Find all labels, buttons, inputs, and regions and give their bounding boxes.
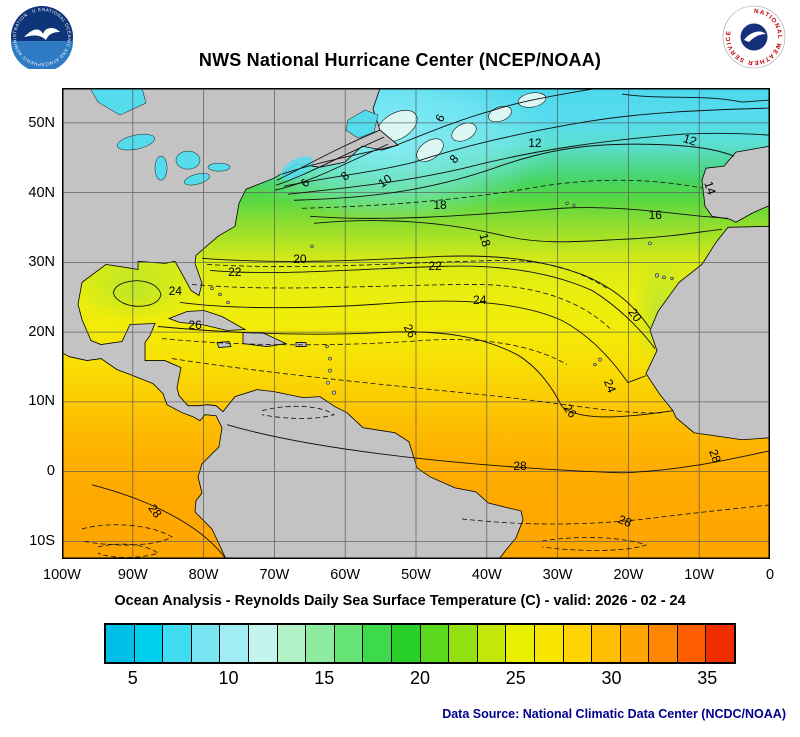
colorbar-segment [391, 625, 421, 662]
x-axis-label: 30W [542, 567, 573, 583]
x-axis-label: 60W [330, 567, 361, 583]
gulf-of-mexico-tint [72, 254, 196, 323]
x-axis-label: 10W [684, 567, 715, 583]
page-title: NWS National Hurricane Center (NCEP/NOAA… [198, 50, 602, 70]
colorbar-wrap: 5 10 15 20 25 30 35 [104, 623, 736, 688]
nws-logo-svg: NATIONAL WEATHER SERVICE [722, 5, 786, 69]
y-axis-label: 20N [28, 323, 55, 340]
noaa-logo-icon: NATIONAL OCEANIC AND ATMOSPHERIC ADMINIS… [10, 5, 74, 72]
colorbar-segment [334, 625, 364, 662]
colorbar-ticks: 5 10 15 20 25 30 35 [104, 664, 736, 690]
small-islands [210, 201, 674, 395]
colorbar-tick-label: 25 [505, 668, 526, 688]
colorbar [104, 623, 736, 664]
lake-michigan [154, 155, 168, 181]
colorbar-segment [220, 625, 249, 662]
colorbar-segment [191, 625, 221, 662]
colorbar-segment [477, 625, 507, 662]
y-axis-label: 30N [28, 254, 55, 271]
colorbar-tick-label: 35 [697, 668, 718, 688]
x-axis-label: 0 [765, 567, 775, 583]
land-europe [701, 145, 770, 223]
colorbar-segment [506, 625, 535, 662]
lake-huron [175, 150, 201, 170]
colorbar-segment [248, 625, 278, 662]
x-axis-label: 80W [188, 567, 219, 583]
y-axis-label: 50N [28, 114, 55, 131]
land-africa [645, 225, 770, 441]
colorbar-tick-label: 20 [409, 668, 431, 688]
noaa-logo-svg: NATIONAL OCEANIC AND ATMOSPHERIC ADMINIS… [11, 6, 73, 72]
colorbar-segment [620, 625, 650, 662]
colorbar-segment [420, 625, 450, 662]
lake-superior [117, 133, 155, 151]
noaa-logo-sea [11, 41, 73, 72]
landmasses [62, 88, 770, 559]
colorbar-tick-label: 5 [127, 668, 138, 688]
y-axis-label: 0 [46, 462, 55, 479]
noaa-gull-icon [24, 28, 60, 40]
y-axis-label: 10N [28, 393, 55, 410]
y-axis-label: 10S [29, 532, 55, 549]
colorbar-segment [163, 625, 192, 662]
colorbar-segment [592, 625, 621, 662]
map-caption: Ocean Analysis - Reynolds Daily Sea Surf… [114, 593, 686, 609]
colorbar-segment [534, 625, 564, 662]
isotherm-contours [91, 88, 770, 559]
map-border [62, 88, 770, 559]
nws-logo-icon: NATIONAL WEATHER SERVICE [722, 5, 786, 69]
sst-map-canvas [62, 88, 770, 559]
colorbar-segment [706, 625, 735, 662]
colorbar-segment [363, 625, 392, 662]
x-axis-label: 70W [259, 567, 290, 583]
x-axis-label: 20W [613, 567, 644, 583]
colorbar-segment [106, 625, 135, 662]
land-cuba [167, 310, 247, 331]
lake-ontario [207, 162, 231, 172]
colorbar-segment [277, 625, 307, 662]
colorbar-segment [306, 625, 335, 662]
x-axis-label: 40W [471, 567, 502, 583]
y-axis-label: 40N [28, 184, 55, 201]
gulf-st-lawrence [345, 109, 379, 139]
colorbar-tick-label: 10 [218, 668, 239, 688]
data-source-note: Data Source: National Climatic Data Cent… [442, 707, 786, 721]
colorbar-tick-label: 15 [314, 668, 335, 688]
colorbar-segment [677, 625, 707, 662]
colorbar-segment [563, 625, 593, 662]
nws-bird-icon [744, 31, 766, 42]
x-axis-label: 100W [43, 567, 81, 583]
x-axis-label: 50W [401, 567, 431, 583]
colorbar-segment [449, 625, 478, 662]
colorbar-tick-label: 30 [601, 668, 622, 688]
map-frame: 6 6 8 8 10 12 12 14 16 18 18 20 20 22 22 24 24 24 26 26 26 28… [28, 88, 774, 583]
x-axis-label: 90W [117, 567, 148, 583]
colorbar-segment [649, 625, 678, 662]
colorbar-segment [134, 625, 164, 662]
isotherm-contours-dashed [81, 179, 770, 558]
land-americas [62, 88, 524, 559]
